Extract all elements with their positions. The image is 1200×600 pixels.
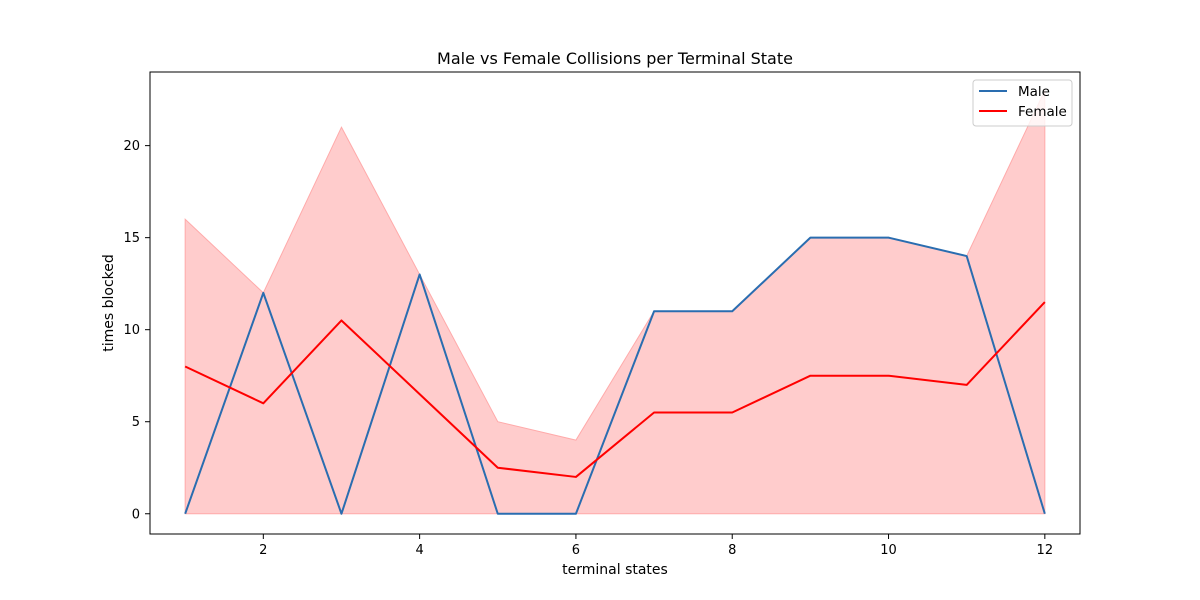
y-tick-label: 10 <box>123 323 140 338</box>
legend-label-male: Male <box>1018 84 1050 100</box>
y-axis: 0 5 10 15 20 <box>123 139 150 522</box>
y-tick-label: 20 <box>123 139 140 154</box>
x-tick-label: 4 <box>415 543 423 558</box>
x-tick-label: 2 <box>259 543 267 558</box>
series-line-female <box>184 301 1046 478</box>
x-tick-label: 8 <box>728 543 736 558</box>
x-tick-label: 6 <box>572 543 580 558</box>
legend-label-female: Female <box>1018 104 1067 120</box>
plot-frame <box>149 71 1081 535</box>
y-tick-label: 0 <box>132 507 140 522</box>
legend: Male Female <box>972 79 1073 127</box>
x-axis-label: terminal states <box>562 562 668 578</box>
y-axis-label: times blocked <box>101 254 117 352</box>
chart-title: Male vs Female Collisions per Terminal S… <box>437 49 793 68</box>
y-tick-label: 5 <box>132 415 140 430</box>
y-tick-label: 15 <box>123 231 140 246</box>
x-tick-label: 12 <box>1037 543 1054 558</box>
x-tick-label: 10 <box>880 543 897 558</box>
series-line-male <box>184 236 1046 515</box>
x-axis: 2 4 6 8 10 12 <box>259 534 1053 558</box>
series-layer <box>184 236 1046 515</box>
